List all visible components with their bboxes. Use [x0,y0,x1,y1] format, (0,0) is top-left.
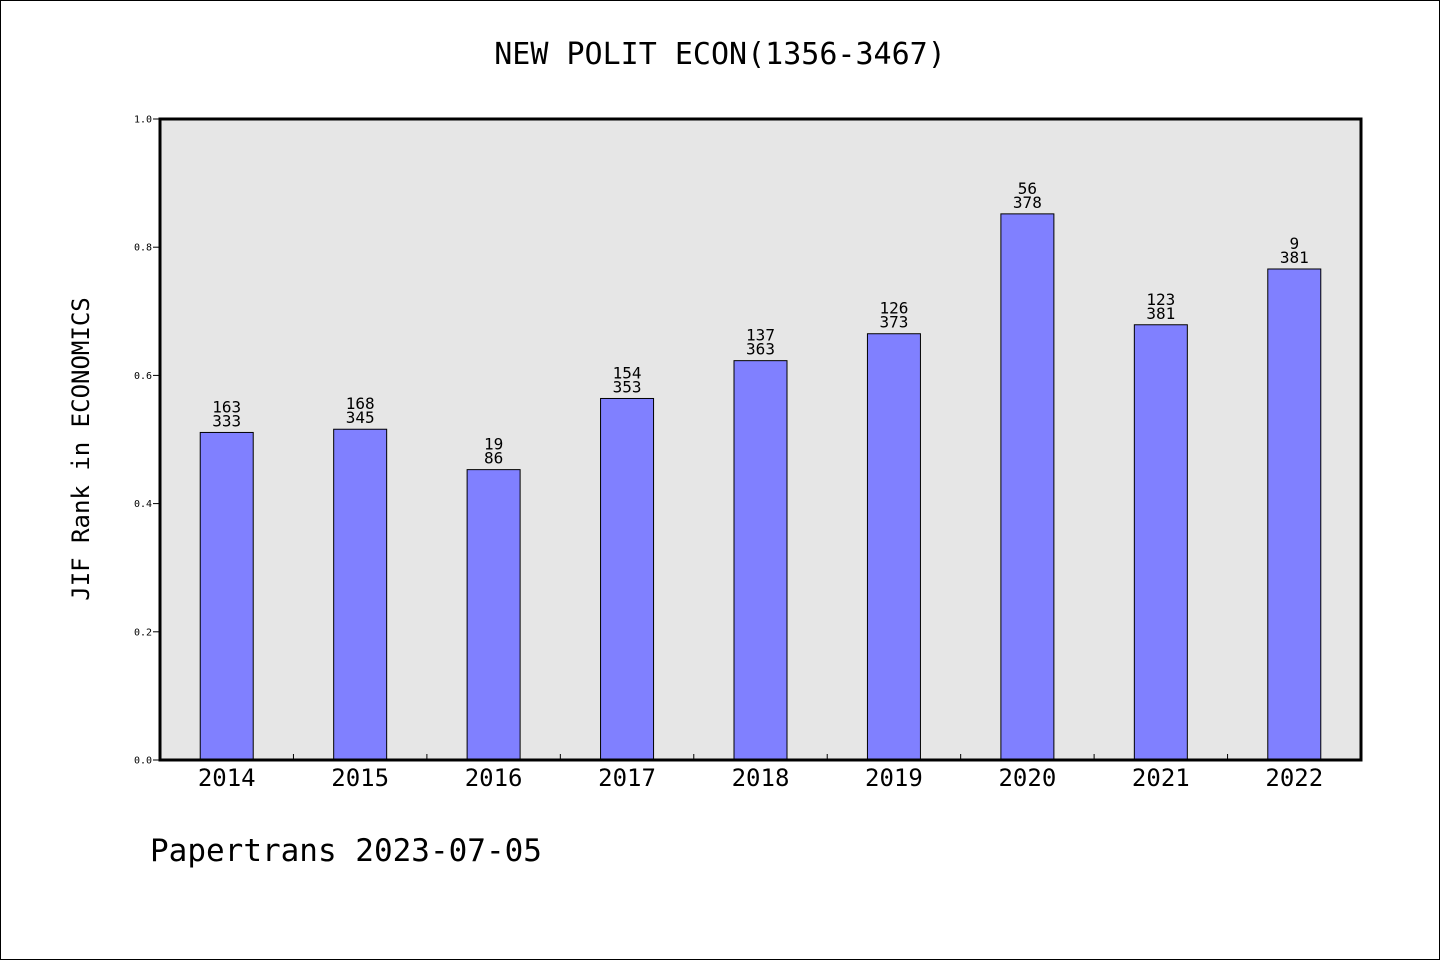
bar-label-total: 353 [613,377,642,396]
bar-label-rank: 168 [346,394,375,413]
footer-text: Papertrans 2023-07-05 [150,833,542,869]
bar-label-rank: 9 [1289,234,1299,253]
bar [199,431,254,761]
y-tick-label: 0.6 [134,371,152,382]
bar-label-rank: 123 [1146,290,1175,309]
x-tick-label: 2020 [998,764,1056,792]
bar [1000,213,1055,761]
bar [1133,324,1188,761]
bar [600,397,655,761]
bar-label-total: 363 [746,340,775,359]
bar [333,428,388,761]
x-tick-label: 2019 [865,764,923,792]
bar [466,469,521,761]
plot-border [158,117,1363,762]
y-tick-label: 1.0 [134,115,152,126]
bar-label-total: 381 [1146,304,1175,323]
x-tick-label: 2017 [598,764,656,792]
y-tick-label: 0.8 [134,243,152,254]
x-tick-label: 2016 [465,764,523,792]
x-tick-label: 2018 [732,764,790,792]
y-tick-label: 0.4 [134,499,152,510]
bar-label-rank: 163 [212,397,241,416]
bar [1267,268,1322,761]
bar-label-rank: 56 [1018,179,1037,198]
x-tick-label: 2015 [331,764,389,792]
bar-label-total: 333 [212,411,241,430]
bar-label-total: 86 [484,449,503,468]
x-tick-label: 2021 [1132,764,1190,792]
x-tick-label: 2022 [1265,764,1323,792]
bar-label-rank: 126 [879,299,908,318]
bar-label-rank: 137 [746,326,775,345]
y-tick-label: 0.0 [134,756,152,767]
bar-label-total: 345 [346,408,375,427]
y-tick-label: 0.2 [134,627,152,638]
bar-label-rank: 19 [484,435,503,454]
bar-label-rank: 154 [613,363,642,382]
chart-title: NEW POLIT ECON(1356-3467) [494,37,946,72]
bar-label-total: 373 [879,313,908,332]
bar [733,360,788,761]
x-tick-label: 2014 [198,764,256,792]
bar-label-total: 378 [1013,193,1042,212]
bar [866,333,921,761]
bar-label-total: 381 [1280,248,1309,267]
